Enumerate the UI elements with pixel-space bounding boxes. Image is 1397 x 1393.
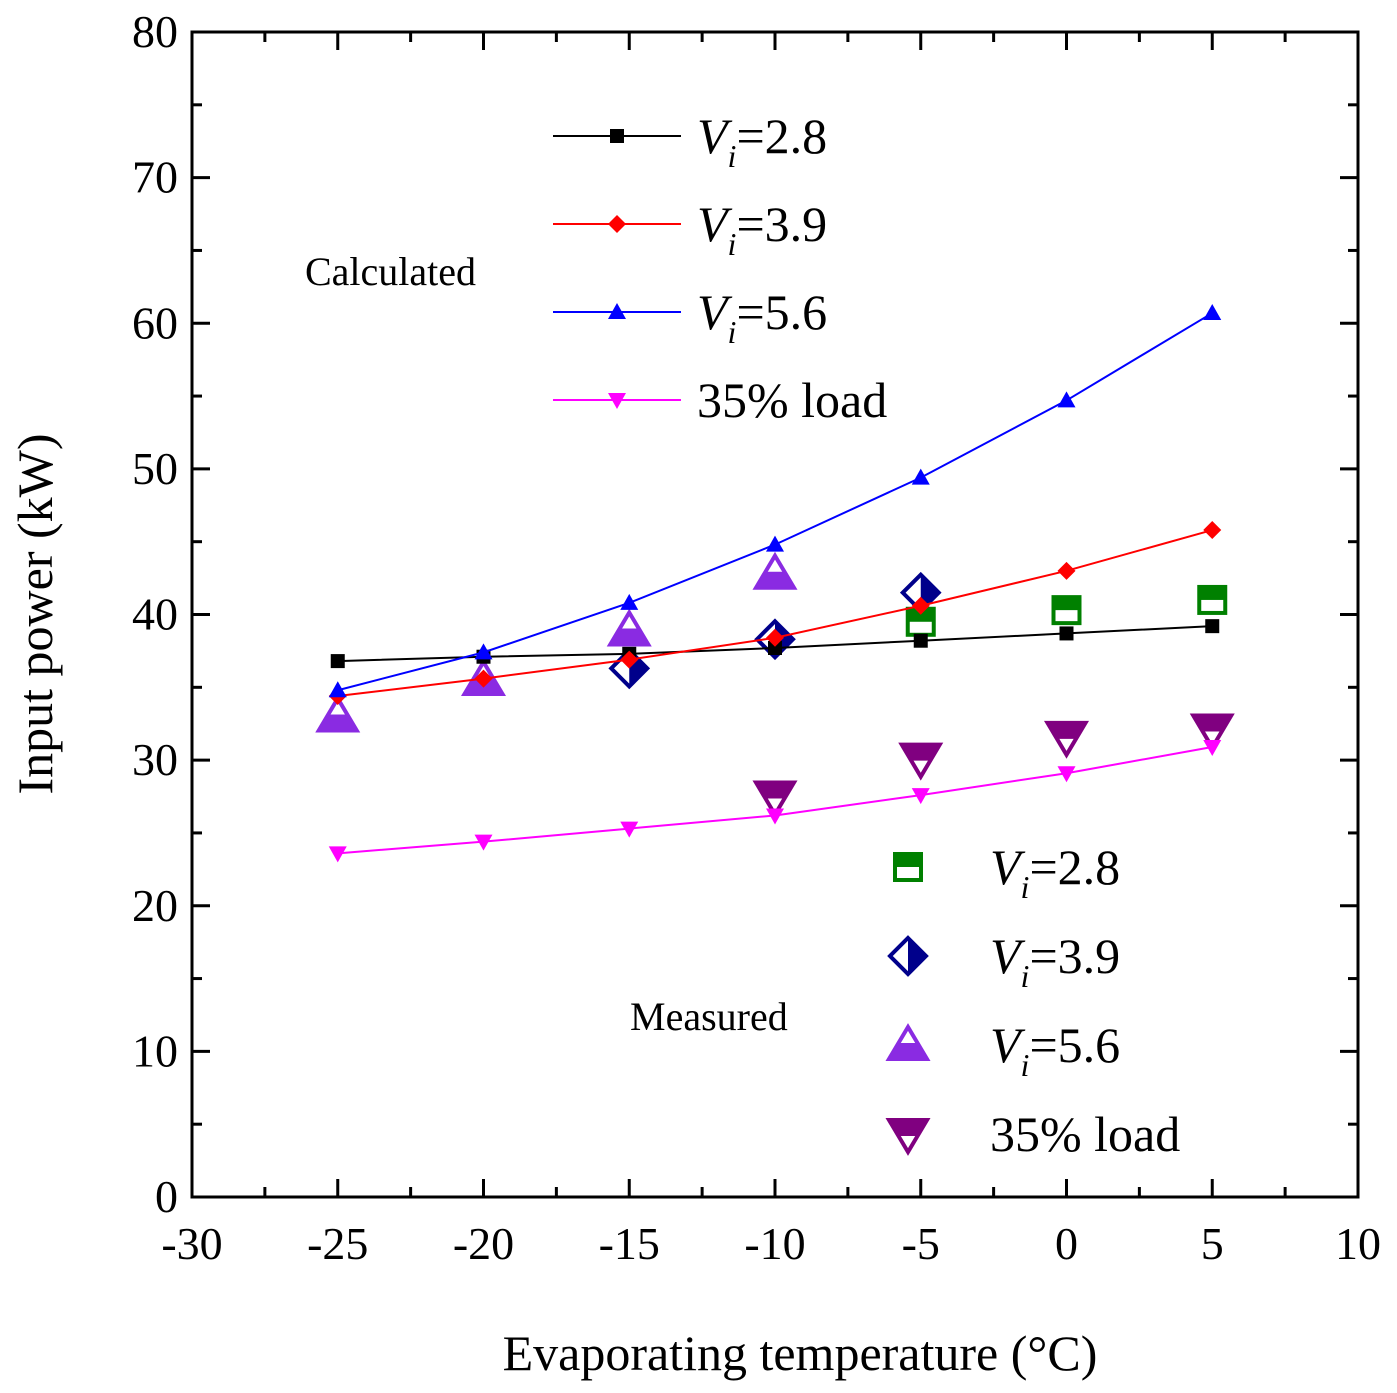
legend-label-calculated-vi-3-9: Vi=3.9 bbox=[697, 196, 827, 262]
axis-tick-labels: -30 -25 -20 -15 -10 -5 0 5 10 0 10 20 30 40 50 60 70 80 bbox=[132, 6, 1381, 1269]
legend-label-calculated-vi-2-8: Vi=2.8 bbox=[697, 108, 827, 174]
calculated-point-vi-3-9 bbox=[620, 650, 639, 669]
calculated-series-35-load bbox=[328, 740, 1222, 863]
measured-point-35-load bbox=[752, 780, 798, 819]
legend-marker-measured-vi-5-6 bbox=[885, 1023, 931, 1061]
legend: Vi=2.8Vi=3.9Vi=5.635% loadVi=2.8Vi=3.9Vi… bbox=[553, 108, 1180, 1162]
calculated-point-vi-2-8 bbox=[1059, 626, 1074, 641]
measured-series-vi-5-6 bbox=[315, 551, 798, 733]
data-series bbox=[315, 304, 1235, 863]
y-tick-label: 60 bbox=[132, 297, 178, 348]
calculated-point-vi-3-9 bbox=[1057, 561, 1076, 580]
legend-label-calculated-vi-5-6: Vi=5.6 bbox=[697, 284, 827, 350]
legend-measured: Vi=2.8 Vi=3.9 Vi=5.6 35% load bbox=[885, 839, 1180, 1162]
calculated-point-vi-2-8 bbox=[768, 640, 782, 655]
calculated-point-vi-5-6 bbox=[1057, 391, 1076, 408]
measured-series-35-load bbox=[752, 713, 1235, 819]
legend-marker-vi-2-8 bbox=[610, 129, 624, 143]
y-tick-label: 0 bbox=[155, 1171, 178, 1222]
calculated-point-35-load bbox=[1203, 740, 1222, 757]
x-tick-label: 10 bbox=[1335, 1218, 1381, 1269]
x-tick-label: -20 bbox=[453, 1218, 514, 1269]
x-tick-label: -30 bbox=[161, 1218, 222, 1269]
calculated-point-vi-5-6 bbox=[620, 593, 639, 610]
calculated-point-vi-3-9 bbox=[1203, 521, 1222, 540]
y-tick-label: 20 bbox=[132, 880, 178, 931]
calculated-point-vi-5-6 bbox=[474, 643, 493, 660]
y-tick-label: 40 bbox=[132, 589, 178, 640]
legend-marker-35-load bbox=[608, 393, 626, 409]
legend-label-measured-vi-3-9: Vi=3.9 bbox=[990, 928, 1120, 994]
calculated-point-vi-5-6 bbox=[911, 468, 930, 485]
legend-marker-measured-vi-3-9 bbox=[887, 935, 929, 977]
calculated-point-vi-5-6 bbox=[766, 535, 784, 552]
x-tick-label: 0 bbox=[1055, 1218, 1078, 1269]
calculated-point-vi-2-8 bbox=[913, 633, 928, 648]
calculated-point-vi-2-8 bbox=[330, 654, 345, 669]
calculated-point-35-load bbox=[911, 788, 930, 805]
calculated-point-35-load bbox=[328, 846, 347, 863]
calculated-point-vi-3-9 bbox=[911, 596, 930, 615]
calculated-series-vi-3-9 bbox=[328, 521, 1222, 706]
legend-marker-measured-vi-2-8 bbox=[893, 852, 923, 882]
x-tick-label: -10 bbox=[744, 1218, 805, 1269]
calculated-point-35-load bbox=[620, 821, 639, 838]
calculated-group-label: Calculated bbox=[305, 249, 476, 294]
measured-point-35-load bbox=[1189, 713, 1235, 752]
y-tick-label: 70 bbox=[132, 152, 178, 203]
legend-label-measured-vi-2-8: Vi=2.8 bbox=[990, 839, 1120, 905]
measured-point-vi-5-6 bbox=[606, 608, 652, 647]
legend-marker-vi-5-6 bbox=[608, 303, 626, 319]
x-tick-label: -15 bbox=[599, 1218, 660, 1269]
legend-calculated: Vi=2.8 Vi=3.9 Vi=5.6 35% load bbox=[553, 108, 887, 428]
measured-point-35-load bbox=[898, 742, 944, 781]
measured-point-vi-5-6 bbox=[752, 551, 798, 590]
legend-label-measured-35-load: 35% load bbox=[990, 1106, 1180, 1162]
x-tick-label: 5 bbox=[1201, 1218, 1224, 1269]
measured-point-vi-2-8 bbox=[1051, 595, 1082, 626]
legend-label-calculated-35-load: 35% load bbox=[697, 372, 887, 428]
legend-label-measured-vi-5-6: Vi=5.6 bbox=[990, 1017, 1120, 1083]
y-axis-title: Input power (kW) bbox=[7, 434, 63, 795]
measured-point-vi-5-6 bbox=[315, 694, 361, 733]
y-tick-label: 10 bbox=[132, 1025, 178, 1076]
axis-ticks bbox=[190, 30, 1360, 1199]
x-tick-label: -25 bbox=[307, 1218, 368, 1269]
x-tick-label: -5 bbox=[902, 1218, 940, 1269]
calculated-point-vi-3-9 bbox=[766, 628, 784, 647]
y-tick-label: 50 bbox=[132, 443, 178, 494]
measured-point-35-load bbox=[1043, 720, 1090, 759]
calculated-point-vi-2-8 bbox=[1205, 619, 1220, 634]
calculated-point-35-load bbox=[1057, 766, 1076, 783]
calculated-series-vi-5-6 bbox=[328, 304, 1222, 698]
y-tick-label: 80 bbox=[132, 6, 178, 57]
calculated-point-vi-5-6 bbox=[1203, 304, 1222, 321]
x-axis-title: Evaporating temperature (°C) bbox=[503, 1325, 1098, 1381]
measured-point-vi-2-8 bbox=[1197, 584, 1228, 615]
measured-group-label: Measured bbox=[630, 994, 788, 1039]
calculated-point-35-load bbox=[474, 834, 493, 851]
legend-marker-vi-3-9 bbox=[608, 215, 626, 233]
calculated-point-vi-5-6 bbox=[328, 681, 347, 698]
y-tick-label: 30 bbox=[132, 734, 178, 785]
legend-marker-measured-35-load bbox=[885, 1118, 931, 1156]
calculated-point-vi-3-9 bbox=[474, 669, 493, 688]
calculated-point-35-load bbox=[766, 808, 784, 825]
